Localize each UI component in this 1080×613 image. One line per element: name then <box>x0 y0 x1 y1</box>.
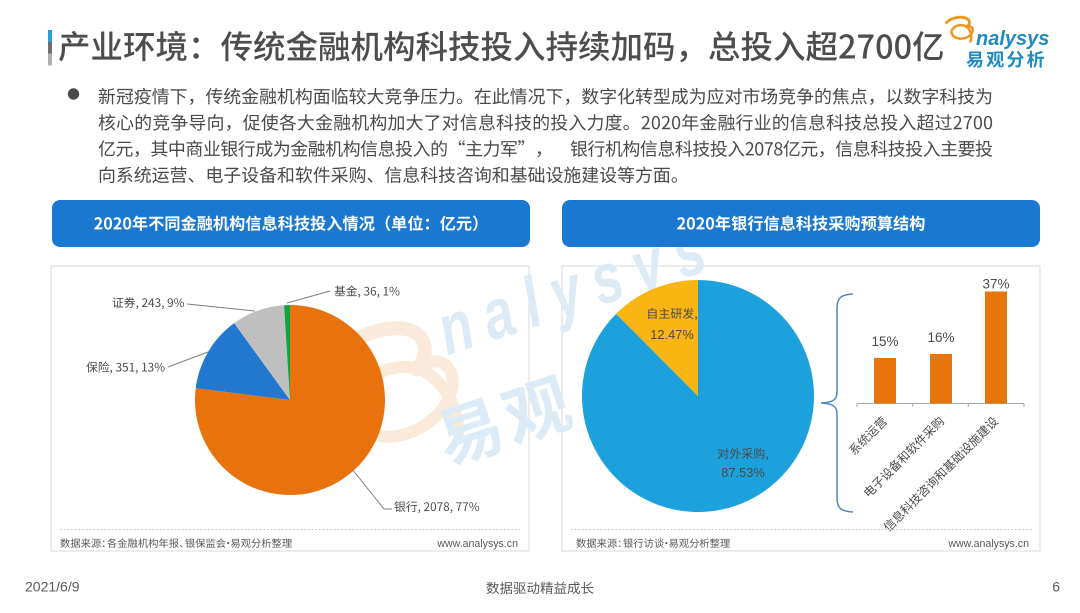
svg-text:2021/6/9: 2021/6/9 <box>25 579 80 595</box>
svg-text:16%: 16% <box>927 330 954 345</box>
svg-text:15%: 15% <box>871 334 898 349</box>
svg-text:12.47%: 12.47% <box>650 327 693 342</box>
svg-text:www.analysys.cn: www.analysys.cn <box>947 538 1029 550</box>
svg-text:www.analysys.cn: www.analysys.cn <box>436 538 518 550</box>
svg-text:87.53%: 87.53% <box>721 465 764 480</box>
svg-text:6: 6 <box>1052 579 1060 595</box>
svg-text:nalysys: nalysys <box>976 28 1049 50</box>
svg-text:37%: 37% <box>982 277 1009 292</box>
